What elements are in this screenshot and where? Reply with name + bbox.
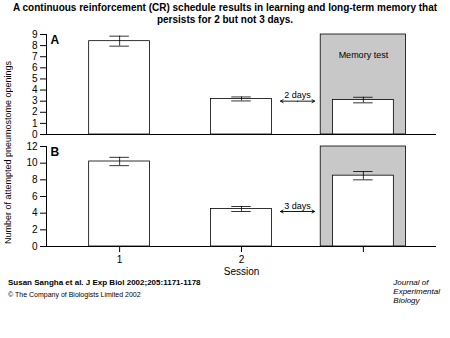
html-text:© The Company of Biologists Li: © The Company of Biologists Limited 2002: [8, 291, 141, 298]
svg-text:9: 9: [32, 29, 38, 40]
svg-text:Session: Session: [224, 266, 260, 277]
svg-text:A: A: [51, 33, 60, 47]
svg-text:7: 7: [32, 51, 38, 62]
html-text:Number of attempted pneumostom: Number of attempted pneumostome openings: [3, 61, 13, 245]
svg-text:1: 1: [32, 118, 38, 129]
svg-text:1: 1: [117, 254, 123, 265]
svg-text:3: 3: [32, 95, 38, 106]
html-text:A continuous reinforcement (CR: A continuous reinforcement (CR) schedule…: [12, 2, 438, 25]
svg-text:8: 8: [32, 40, 38, 51]
html-text:Journal of Experimental Biolog: Journal of Experimental Biology: [393, 278, 440, 305]
svg-text:4: 4: [32, 207, 38, 218]
svg-text:4: 4: [32, 84, 38, 95]
svg-text:Memory test: Memory test: [339, 50, 389, 60]
svg-text:2: 2: [239, 254, 245, 265]
svg-text:12: 12: [26, 141, 38, 152]
svg-text:2 days: 2 days: [284, 90, 311, 100]
svg-text:6: 6: [32, 62, 38, 73]
svg-text:10: 10: [26, 157, 38, 168]
svg-text:2: 2: [32, 224, 38, 235]
svg-text:0: 0: [32, 129, 38, 140]
svg-text:6: 6: [32, 191, 38, 202]
svg-text:2: 2: [32, 106, 38, 117]
svg-text:3 days: 3 days: [284, 201, 311, 211]
svg-text:8: 8: [32, 174, 38, 185]
svg-text:0: 0: [32, 241, 38, 252]
html-text:Susan Sangha et al. J Exp Biol: Susan Sangha et al. J Exp Biol 2002;205:…: [8, 278, 201, 287]
svg-text:B: B: [51, 145, 60, 159]
svg-text:5: 5: [32, 73, 38, 84]
